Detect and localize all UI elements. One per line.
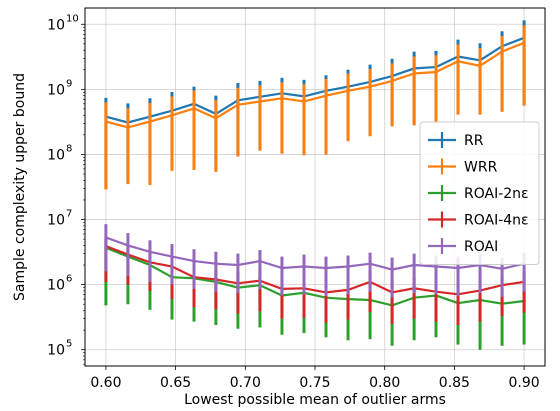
y-tick-exponent: 7	[66, 209, 72, 220]
y-tick-label: 10	[47, 82, 65, 98]
legend-box	[419, 121, 540, 265]
x-tick-label: 0.60	[90, 375, 121, 391]
y-tick-label: 10	[47, 213, 65, 229]
series-line	[105, 41, 525, 129]
legend-label: ROAI	[464, 239, 498, 255]
legend-label: RR	[464, 133, 484, 149]
legend-item: ROAI	[428, 238, 498, 255]
series-line	[105, 246, 525, 307]
x-tick-label: 0.65	[160, 375, 191, 391]
legend-item: ROAI-4nε	[428, 211, 529, 229]
y-tick-label: 10	[47, 147, 65, 163]
x-tick-label: 0.85	[439, 375, 470, 391]
series-WRR	[104, 25, 526, 190]
y-tick-exponent: 6	[66, 274, 72, 285]
y-tick-exponent: 10	[66, 13, 79, 24]
x-tick-label: 0.90	[509, 375, 540, 391]
x-tick-label: 0.75	[299, 375, 330, 391]
legend-item: ROAI-2nε	[428, 185, 529, 202]
legend-item: RR	[428, 132, 484, 149]
y-tick-label: 10	[47, 17, 65, 33]
y-tick-label: 10	[47, 343, 65, 359]
series-line	[105, 245, 525, 296]
x-tick-label: 0.70	[230, 375, 261, 391]
y-tick-exponent: 9	[66, 78, 72, 89]
legend-label: ROAI-4nε	[464, 213, 529, 229]
legend-label: WRR	[464, 160, 498, 176]
legend-item: WRR	[428, 158, 498, 176]
series-line	[105, 236, 525, 271]
y-axis-label: Sample complexity upper bound	[12, 73, 28, 301]
y-tick-label: 10	[47, 278, 65, 294]
x-tick-label: 0.80	[369, 375, 400, 391]
y-tick-exponent: 8	[66, 143, 72, 154]
legend: RR WRR ROAI-2nε ROAI-4nε ROAI	[419, 121, 540, 265]
series-line	[105, 36, 525, 124]
y-tick-exponent: 5	[66, 339, 72, 350]
legend-label: ROAI-2nε	[464, 186, 529, 202]
x-axis-label: Lowest possible mean of outlier arms	[184, 392, 446, 408]
